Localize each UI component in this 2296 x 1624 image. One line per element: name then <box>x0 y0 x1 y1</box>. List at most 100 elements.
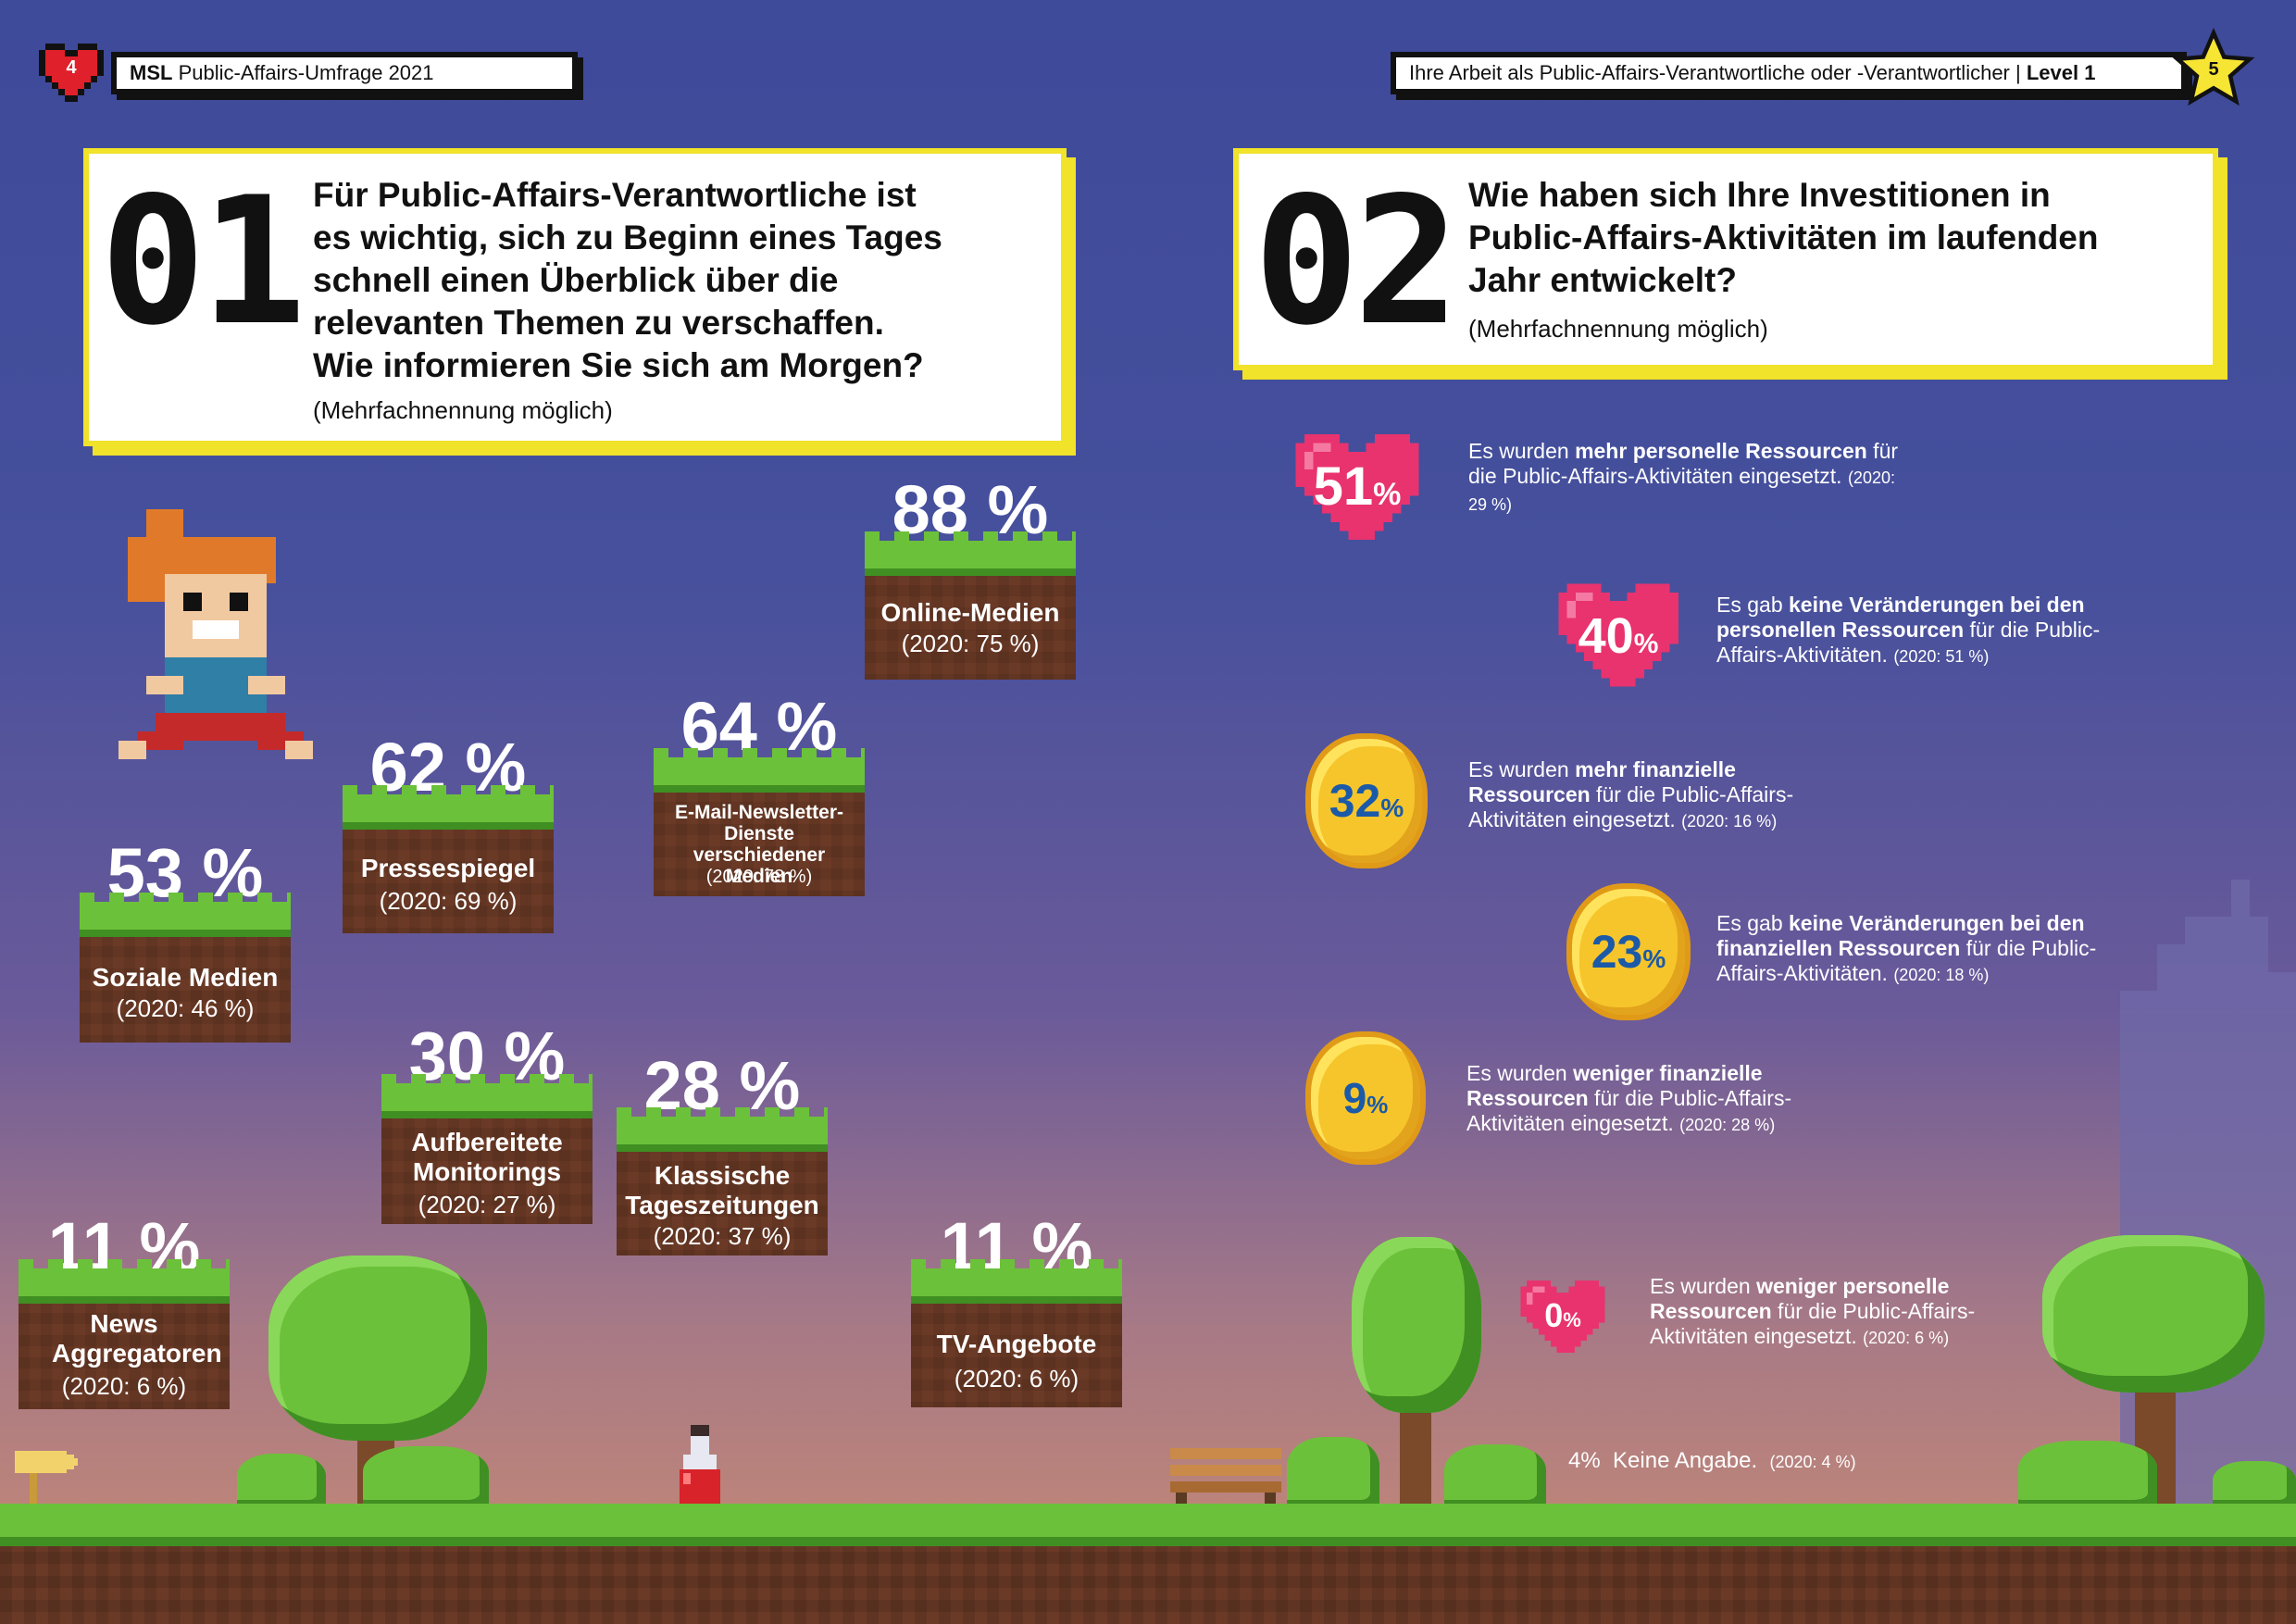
no-answer-line: 4% Keine Angabe. (2020: 4 %) <box>1568 1448 1856 1475</box>
bush-icon <box>1444 1444 1546 1509</box>
item-text-post: für die Public-Affairs-Aktivitäten. <box>1716 936 2097 985</box>
item-description: Es gab keine Veränderungen bei den finan… <box>1716 911 2124 988</box>
item-text-pre: Es gab <box>1716 911 1789 935</box>
grass-block: E-Mail-Newsletter-Dienste verschiedener … <box>654 748 865 896</box>
coin-icon: 9% <box>1305 1031 1426 1165</box>
block-label: Soziale Medien <box>92 963 279 992</box>
item-value: 40 <box>1578 608 1634 664</box>
item-text-bold: keine Veränderungen bei den finanziellen… <box>1716 911 2085 960</box>
grass-top <box>343 785 554 830</box>
item-text-pre: Es wurden <box>1650 1274 1757 1298</box>
item-unit: % <box>1373 477 1402 512</box>
grass-top <box>381 1074 593 1118</box>
bush-icon <box>2018 1441 2157 1509</box>
block-previous: (2020: 37 %) <box>653 1222 792 1250</box>
grass-top <box>911 1259 1122 1304</box>
block-previous: (2020: 6 %) <box>61 1372 187 1400</box>
item-previous: (2020: 16 %) <box>1681 812 1778 831</box>
question-1-line: relevanten Themen zu verschaffen. <box>313 304 884 342</box>
item-text-pre: Es gab <box>1716 593 1789 617</box>
item-previous: (2020: 6 %) <box>1863 1329 1950 1347</box>
item-unit: % <box>1642 944 1666 973</box>
item-value: 9 <box>1342 1074 1367 1122</box>
question-1-number: 01 <box>100 159 306 364</box>
question-1-line: es wichtig, sich zu Beginn eines Tages <box>313 219 942 256</box>
block-label: News Aggregatoren <box>52 1309 222 1368</box>
page-number: 4 <box>66 57 77 78</box>
question-1-box <box>83 148 1067 446</box>
item-text-pre: Es wurden <box>1468 757 1576 781</box>
item-value-wrap: 9% <box>1343 1073 1389 1123</box>
page-number-heart-icon: 4 <box>39 37 104 102</box>
item-text-post: für die Public-Affairs-Aktivitäten einge… <box>1468 782 1794 831</box>
item-description: Es wurden weniger personelle Ressourcen … <box>1650 1274 2020 1351</box>
question-2-line: Public-Affairs-Aktivitäten im laufenden <box>1468 219 2099 256</box>
no-answer-value: 4% <box>1568 1448 1601 1473</box>
question-2-box <box>1233 148 2218 370</box>
star-icon: 5 <box>2172 27 2255 111</box>
grass-top <box>617 1107 828 1152</box>
tree-icon <box>2042 1235 2265 1393</box>
item-unit: % <box>1366 1091 1389 1118</box>
item-value: 0 <box>1544 1296 1564 1334</box>
bush-icon <box>237 1454 326 1509</box>
block-label: Online-Medien <box>880 598 1060 627</box>
question-1-text: Für Public-Affairs-Verantwortliche ist e… <box>313 174 942 387</box>
heart-icon: 40% <box>1550 567 1687 704</box>
item-text-bold: weniger personelle Ressourcen <box>1650 1274 1950 1323</box>
grass-block: News Aggregatoren (2020: 6 %) <box>19 1259 230 1409</box>
brand-name: MSL <box>130 61 173 84</box>
item-previous: (2020: 29 %) <box>1468 468 1895 514</box>
item-text-bold: mehr finanzielle Ressourcen <box>1468 757 1736 806</box>
block-label: TV-Angebote <box>936 1330 1097 1358</box>
heart-icon: 0% <box>1515 1268 1611 1365</box>
grass-block: Aufbereitete Monitorings (2020: 27 %) <box>381 1074 593 1224</box>
header-left-bar: MSL Public-Affairs-Umfrage 2021 <box>111 52 578 94</box>
item-value: 23 <box>1591 926 1643 978</box>
item-description: Es wurden weniger finanzielle Ressourcen… <box>1466 1061 1855 1138</box>
signpost-icon <box>15 1446 85 1507</box>
item-unit: % <box>1633 629 1659 659</box>
item-value-wrap: 40% <box>1550 607 1687 665</box>
header-right-bar: Ihre Arbeit als Public-Affairs-Verantwor… <box>1391 52 2187 94</box>
item-description: Es gab keine Veränderungen bei den perso… <box>1716 593 2124 669</box>
block-label: Aufbereitete Monitorings <box>411 1128 563 1186</box>
item-value-wrap: 32% <box>1329 774 1404 828</box>
grass-block: Online-Medien (2020: 75 %) <box>865 531 1076 680</box>
page-number: 5 <box>2208 59 2219 80</box>
block-previous: (2020: 78 %) <box>705 867 813 887</box>
block-previous: (2020: 75 %) <box>901 630 1040 657</box>
item-text-post: für die Public-Affairs-Aktivitäten einge… <box>1468 439 1899 488</box>
header-right-title: Ihre Arbeit als Public-Affairs-Verantwor… <box>1409 61 2021 84</box>
question-2-note: (Mehrfachnennung möglich) <box>1468 315 1768 343</box>
block-label: Pressespiegel <box>360 854 536 882</box>
item-value-wrap: 23% <box>1591 925 1666 979</box>
item-previous: (2020: 18 %) <box>1893 966 1990 984</box>
header-left-title: Public-Affairs-Umfrage 2021 <box>178 61 434 84</box>
item-value-wrap: 0% <box>1515 1296 1611 1335</box>
block-previous: (2020: 69 %) <box>379 887 518 915</box>
question-2-line: Jahr entwickelt? <box>1468 261 1737 299</box>
block-previous: (2020: 46 %) <box>116 994 255 1022</box>
grass-block: Pressespiegel (2020: 69 %) <box>343 785 554 933</box>
grass-block: Klassische Tageszeitungen (2020: 37 %) <box>617 1107 828 1255</box>
no-answer-previous: (2020: 4 %) <box>1769 1453 1856 1471</box>
item-text-pre: Es wurden <box>1466 1061 1574 1085</box>
question-2-number: 02 <box>1254 159 1460 364</box>
tree-icon <box>1352 1237 1481 1413</box>
item-text-post: für die Public-Affairs-Aktivitäten einge… <box>1650 1299 1976 1348</box>
block-previous: (2020: 27 %) <box>418 1191 556 1218</box>
item-text-pre: Es wurden <box>1468 439 1576 463</box>
question-2-line: Wie haben sich Ihre Investitionen in <box>1468 176 2051 214</box>
item-description: Es wurden mehr personelle Ressourcen für… <box>1468 439 1903 518</box>
grass-top <box>865 531 1076 576</box>
no-answer-label: Keine Angabe. <box>1613 1448 1758 1473</box>
question-1-line: Für Public-Affairs-Verantwortliche ist <box>313 176 917 214</box>
block-label: E-Mail-Newsletter-Dienste verschiedener … <box>674 802 844 887</box>
block-previous: (2020: 6 %) <box>954 1365 1079 1393</box>
bush-icon <box>363 1446 489 1509</box>
grass-top <box>654 748 865 793</box>
item-text-post: für die Public-Affairs-Aktivitäten einge… <box>1466 1086 1792 1135</box>
item-text-post: für die Public-Affairs-Aktivitäten. <box>1716 618 2101 667</box>
item-unit: % <box>1380 793 1404 822</box>
